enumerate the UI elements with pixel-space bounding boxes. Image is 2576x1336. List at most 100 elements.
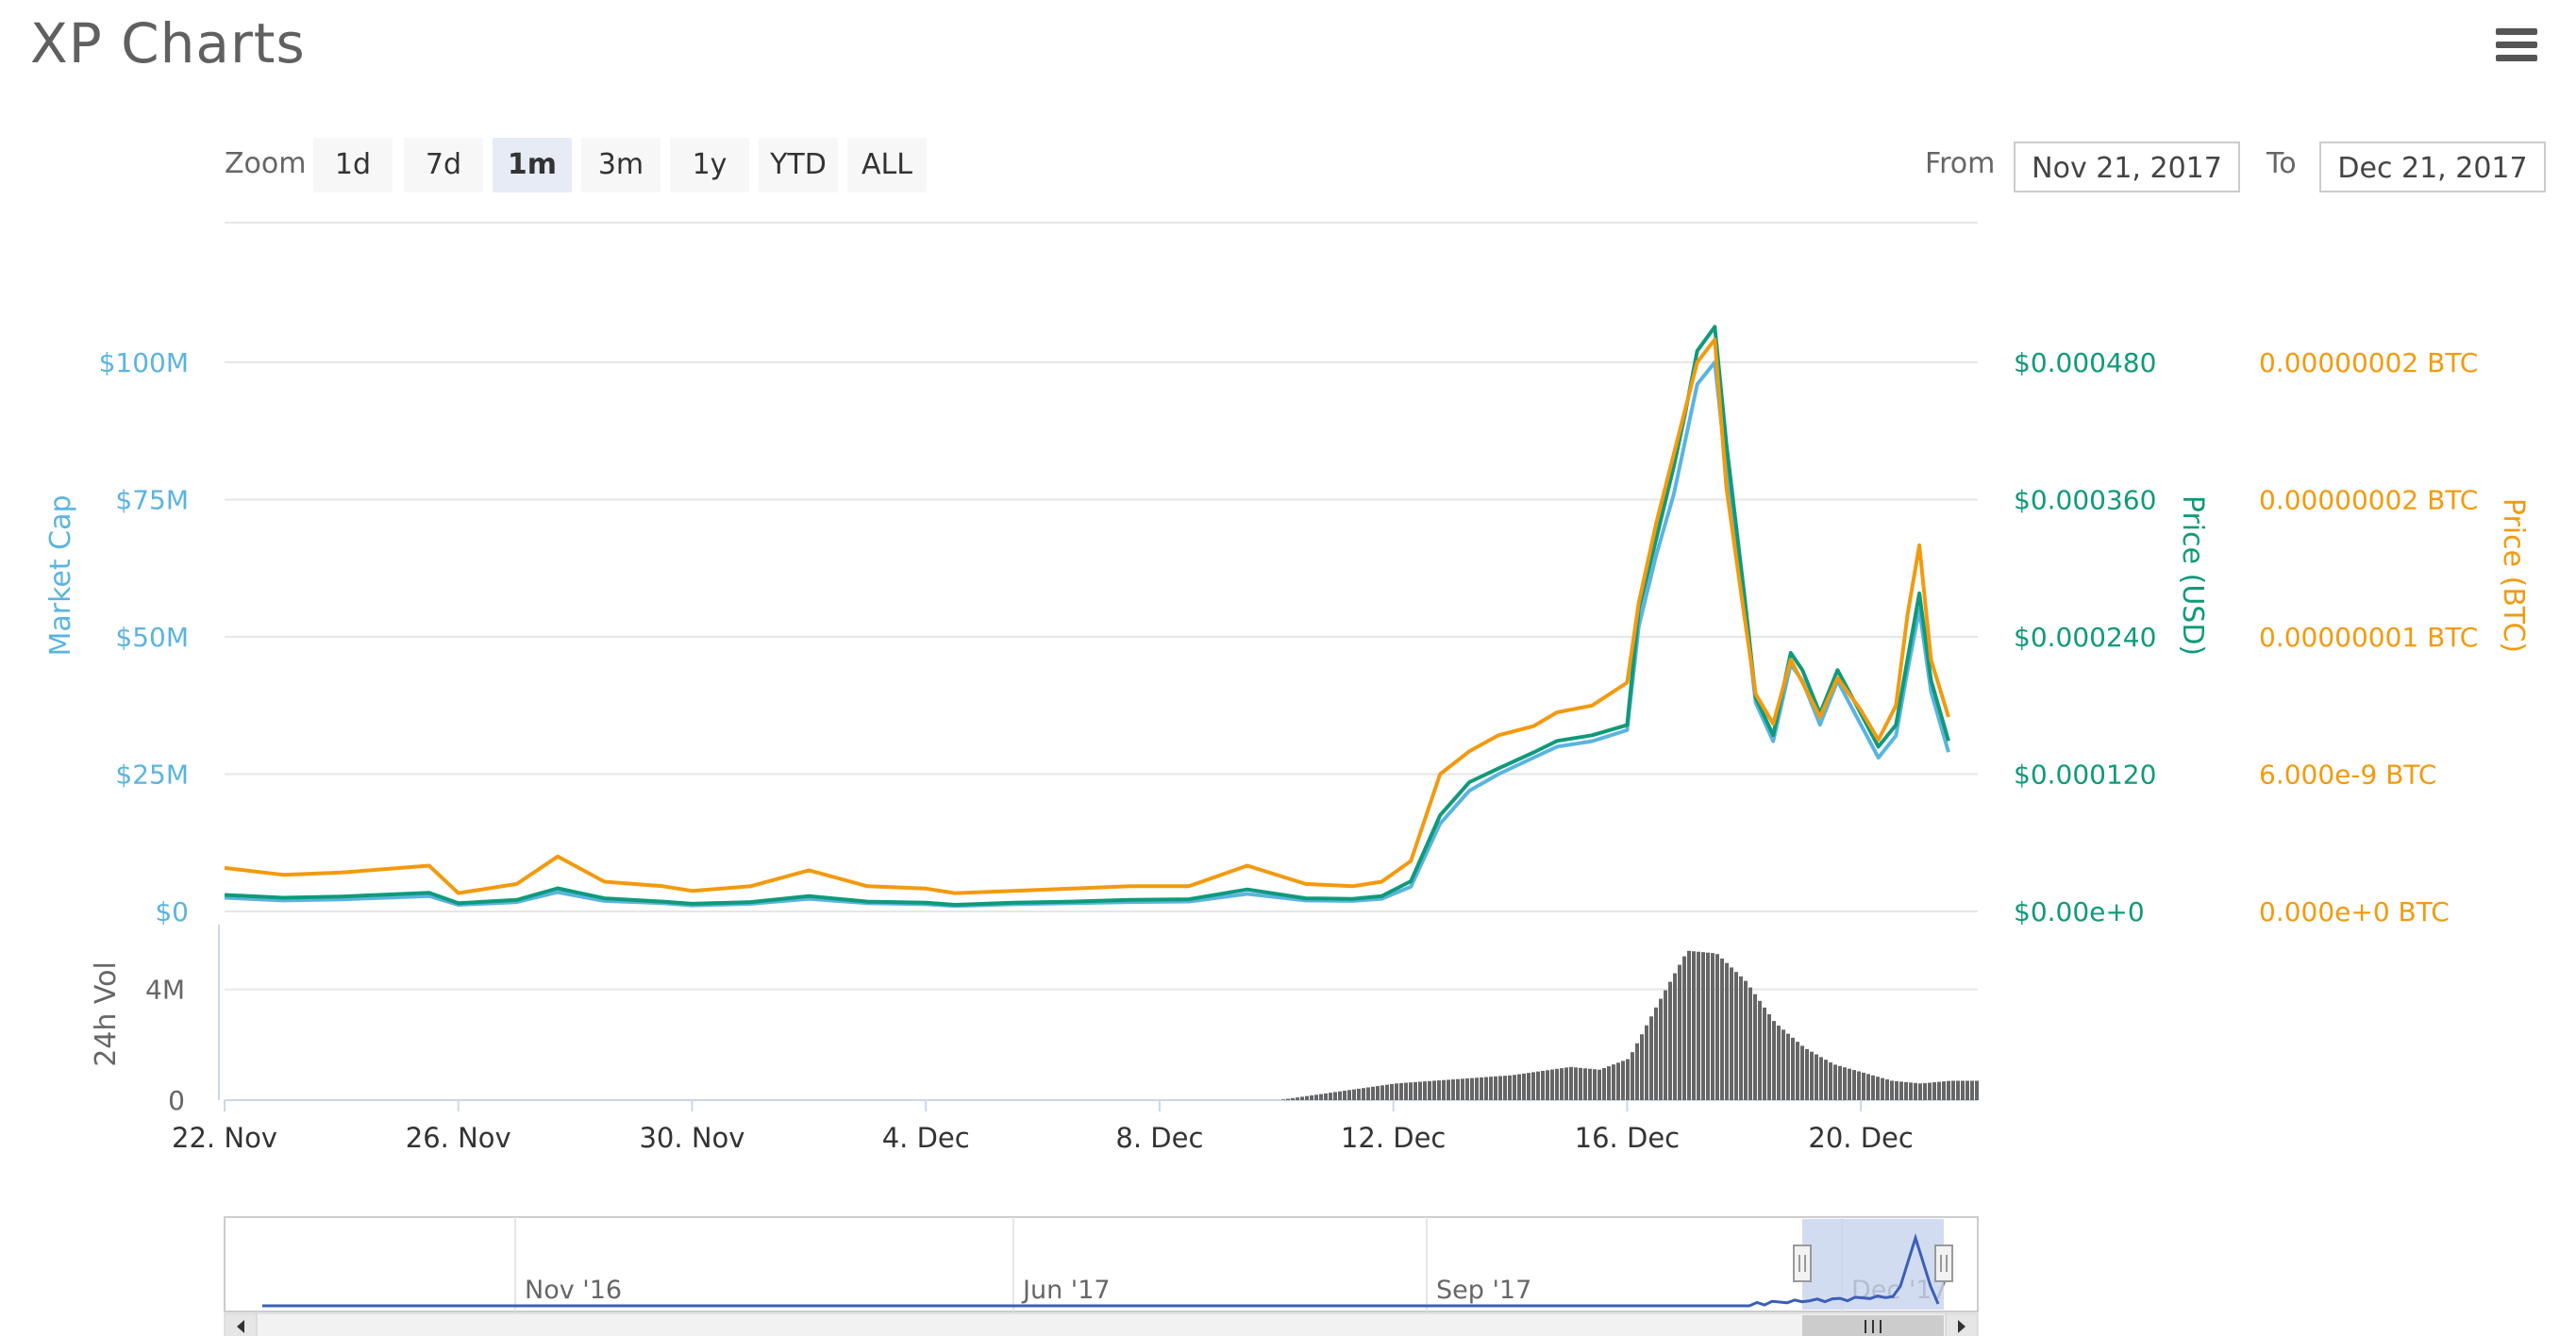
hamburger-menu-icon[interactable] bbox=[2496, 28, 2537, 62]
x-tick-label: 16. Dec bbox=[1575, 1122, 1680, 1154]
to-date-input[interactable]: Dec 21, 2017 bbox=[2319, 142, 2546, 192]
volume-bar bbox=[1829, 1062, 1832, 1100]
volume-bar bbox=[1437, 1080, 1441, 1100]
volume-bar bbox=[1314, 1094, 1318, 1100]
zoom-3m-button[interactable]: 3m bbox=[581, 138, 661, 192]
volume-bar bbox=[1357, 1088, 1361, 1100]
volume-bar bbox=[1682, 956, 1686, 1100]
navigator-right-handle[interactable] bbox=[1934, 1244, 1953, 1282]
price-btc-tick-label: 0.00000002 BTC bbox=[2259, 485, 2478, 516]
volume-bar bbox=[1937, 1081, 1941, 1100]
volume-bar bbox=[1923, 1083, 1927, 1100]
volume-bar bbox=[1843, 1067, 1847, 1100]
volume-bar bbox=[1428, 1080, 1431, 1100]
volume-bar bbox=[1579, 1067, 1582, 1100]
volume-bar bbox=[1597, 1069, 1601, 1100]
volume-bar bbox=[1767, 1014, 1771, 1100]
volume-bar bbox=[1333, 1092, 1337, 1100]
volume-bar bbox=[1494, 1076, 1497, 1100]
market-cap-tick-label: $100M bbox=[99, 347, 189, 378]
volume-bar bbox=[1881, 1077, 1884, 1100]
volume-bar bbox=[1451, 1079, 1455, 1100]
volume-bar bbox=[1531, 1072, 1535, 1100]
volume-bar bbox=[1550, 1069, 1554, 1100]
volume-bar bbox=[1942, 1081, 1946, 1100]
volume-bar bbox=[1961, 1080, 1965, 1100]
volume-bar bbox=[1871, 1075, 1875, 1100]
volume-bar bbox=[1456, 1078, 1460, 1100]
volume-bar bbox=[1800, 1045, 1804, 1100]
price-usd-tick-label: $0.000240 bbox=[2014, 622, 2156, 653]
volume-bar bbox=[1465, 1077, 1469, 1100]
market-cap-tick-label: $0 bbox=[155, 896, 189, 927]
navigator-selection bbox=[1802, 1219, 1944, 1310]
volume-bar bbox=[1409, 1082, 1413, 1100]
volume-bar bbox=[1527, 1073, 1531, 1100]
volume-bar bbox=[1399, 1082, 1403, 1100]
market-cap-tick-label: $50M bbox=[115, 622, 189, 653]
volume-bar bbox=[1583, 1068, 1587, 1100]
volume-bar bbox=[1569, 1066, 1573, 1100]
volume-bar bbox=[1305, 1095, 1309, 1100]
volume-bar bbox=[1286, 1098, 1290, 1100]
volume-bar bbox=[1588, 1068, 1592, 1100]
volume-bar bbox=[1385, 1084, 1389, 1100]
volume-bar bbox=[1838, 1065, 1842, 1100]
x-tick-label: 12. Dec bbox=[1341, 1122, 1446, 1154]
volume-bar bbox=[1975, 1080, 1979, 1100]
volume-bar bbox=[1347, 1090, 1351, 1100]
volume-bar bbox=[1546, 1070, 1549, 1100]
price-usd-tick-label: $0.000120 bbox=[2014, 760, 2156, 791]
volume-bar bbox=[1517, 1074, 1521, 1100]
volume-bar bbox=[1555, 1068, 1559, 1100]
volume-bar bbox=[1786, 1033, 1790, 1100]
volume-bar bbox=[1965, 1080, 1969, 1100]
volume-bar bbox=[1819, 1057, 1823, 1100]
to-label: To bbox=[2267, 147, 2297, 180]
volume-bar bbox=[1432, 1080, 1436, 1100]
volume-bar bbox=[1753, 994, 1757, 1100]
volume-bar bbox=[1447, 1079, 1450, 1100]
volume-bar bbox=[1522, 1073, 1526, 1100]
volume-bar bbox=[1380, 1085, 1384, 1100]
price-btc-tick-label: 6.000e-9 BTC bbox=[2259, 760, 2436, 791]
volume-bar bbox=[1711, 953, 1715, 1100]
volume-bar bbox=[1866, 1074, 1870, 1100]
zoom-1y-button[interactable]: 1y bbox=[670, 138, 749, 192]
navigator-frame bbox=[224, 1216, 1979, 1312]
scrollbar-track[interactable] bbox=[224, 1312, 1979, 1336]
volume-bar bbox=[1626, 1059, 1630, 1100]
volume-bar bbox=[1890, 1080, 1894, 1100]
scroll-right-arrow-icon bbox=[1958, 1320, 1965, 1333]
volume-bar bbox=[1281, 1099, 1285, 1100]
zoom-all-button[interactable]: ALL bbox=[847, 138, 927, 192]
scroll-left-arrow-icon bbox=[237, 1320, 244, 1333]
navigator-label: Sep '17 bbox=[1436, 1276, 1531, 1305]
volume-bar bbox=[1876, 1077, 1880, 1100]
volume-bar bbox=[1489, 1077, 1493, 1100]
zoom-ytd-button[interactable]: YTD bbox=[759, 138, 838, 192]
volume-bar bbox=[1932, 1082, 1936, 1100]
volume-bar bbox=[1362, 1088, 1365, 1100]
volume-bar bbox=[1593, 1069, 1597, 1100]
price-usd-tick-label: $0.000360 bbox=[2014, 485, 2156, 516]
volume-bar bbox=[1423, 1081, 1427, 1100]
volume-bar bbox=[1310, 1094, 1313, 1100]
zoom-1d-button[interactable]: 1d bbox=[313, 138, 393, 192]
volume-bar bbox=[1715, 954, 1719, 1100]
volume-bar bbox=[1772, 1021, 1776, 1100]
zoom-label: Zoom bbox=[225, 147, 307, 180]
zoom-1m-button[interactable]: 1m bbox=[493, 138, 572, 192]
volume-bar bbox=[1748, 987, 1752, 1100]
from-date-input[interactable]: Nov 21, 2017 bbox=[2014, 142, 2240, 192]
volume-bar bbox=[1442, 1079, 1446, 1100]
zoom-7d-button[interactable]: 7d bbox=[404, 138, 483, 192]
volume-bar bbox=[1895, 1080, 1899, 1100]
navigator-left-handle[interactable] bbox=[1793, 1244, 1812, 1282]
volume-bar bbox=[1673, 973, 1677, 1100]
market-cap-axis-title: Market Cap bbox=[44, 494, 77, 656]
volume-bar bbox=[1706, 952, 1710, 1100]
volume-bar bbox=[1862, 1072, 1865, 1100]
volume-bar bbox=[1951, 1080, 1955, 1100]
volume-bar bbox=[1395, 1083, 1398, 1100]
